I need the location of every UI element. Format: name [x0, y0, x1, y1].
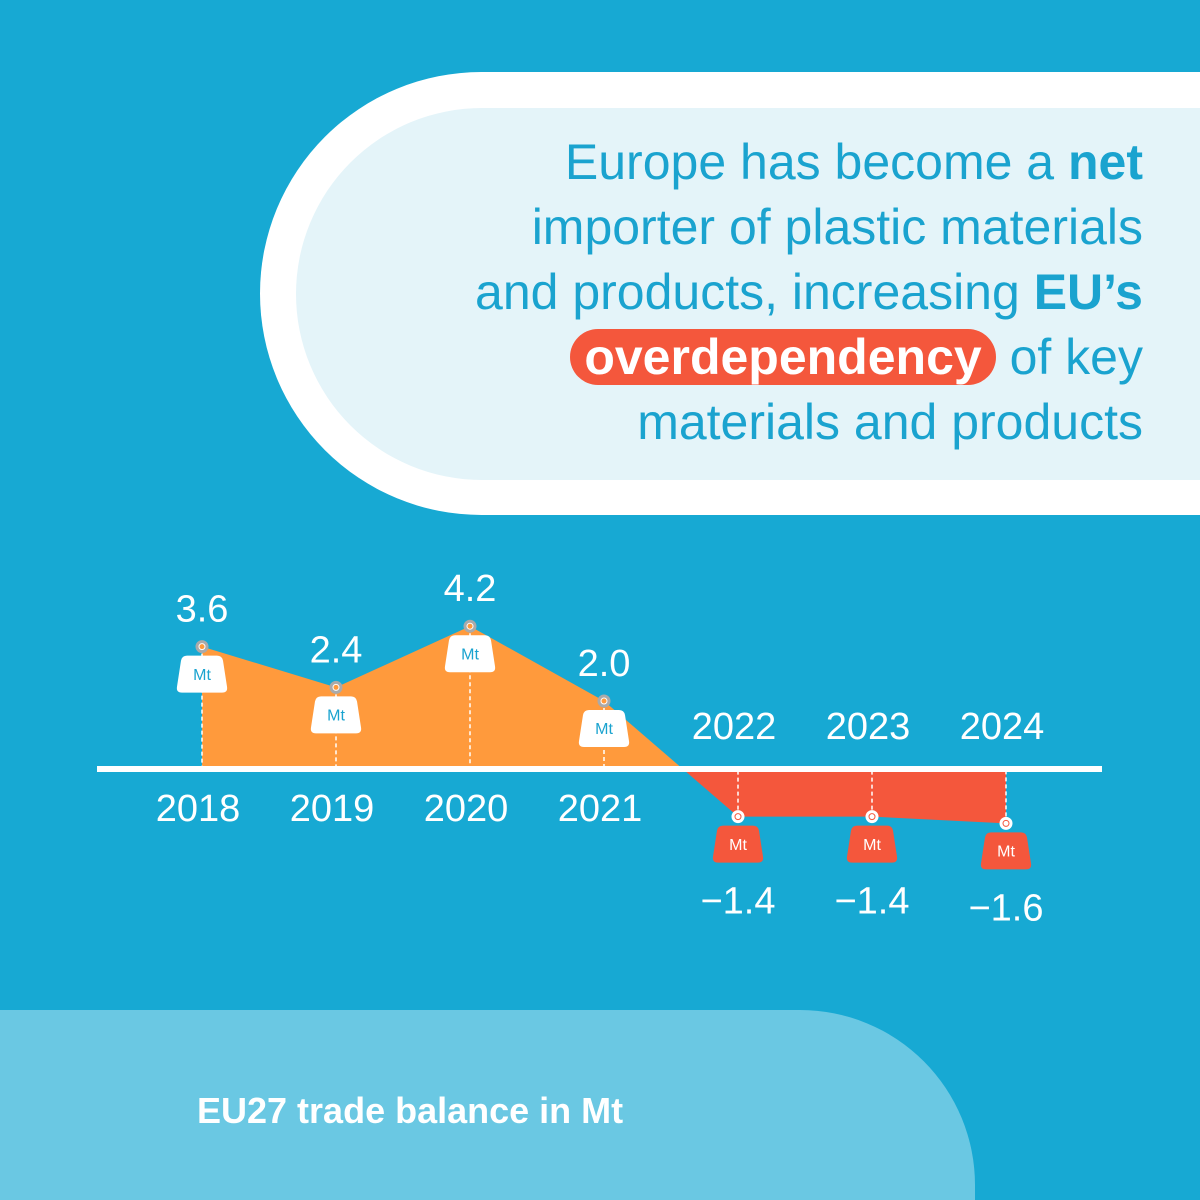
weight-body	[846, 825, 898, 863]
weight-body	[578, 710, 630, 747]
category-label: 2019	[290, 788, 375, 830]
weight-icon: Mt	[578, 694, 630, 747]
weight-unit: Mt	[729, 837, 747, 854]
headline-line: importer of plastic materials	[243, 195, 1143, 260]
caption: EU27 trade balance in Mt	[197, 1090, 624, 1131]
weight-dot	[1003, 820, 1009, 826]
weight-dot	[735, 814, 741, 820]
category-label: 2021	[558, 788, 643, 830]
weight-dot	[601, 698, 607, 704]
headline-text: overdependency	[570, 329, 996, 385]
weight-body	[444, 635, 496, 673]
headline-text: EU’s	[1033, 264, 1143, 320]
headline-line: materials and products	[243, 390, 1143, 455]
value-label: 2.4	[310, 629, 363, 671]
weight-icon: Mt	[176, 640, 228, 693]
weight-dot	[333, 684, 339, 690]
weight-icon: Mt	[980, 816, 1032, 870]
weight-unit: Mt	[327, 708, 345, 725]
weight-icon: Mt	[310, 680, 362, 734]
weight-body	[310, 696, 362, 734]
category-label: 2018	[156, 788, 241, 830]
weight-unit: Mt	[997, 844, 1015, 861]
value-label: −1.4	[700, 881, 775, 923]
headline-text: importer of plastic materials	[531, 199, 1143, 255]
headline-text: net	[1068, 134, 1143, 190]
headline-text: of key	[995, 329, 1143, 385]
category-label: 2020	[424, 788, 509, 830]
category-label: 2024	[960, 706, 1045, 748]
category-label: 2022	[692, 706, 777, 748]
category-label: 2023	[826, 706, 911, 748]
headline-text: and products, increasing	[475, 264, 1034, 320]
weight-body	[712, 825, 764, 863]
headline-text: materials and products	[637, 394, 1143, 450]
weight-unit: Mt	[595, 721, 613, 738]
headline-line: overdependency of key	[243, 325, 1143, 390]
value-label: −1.4	[834, 881, 909, 923]
value-label: −1.6	[968, 887, 1043, 929]
weight-icon: Mt	[846, 810, 898, 863]
weight-unit: Mt	[193, 667, 211, 684]
weight-dot	[869, 814, 875, 820]
caption-panel	[0, 1010, 975, 1200]
headline-card-inner	[296, 108, 1200, 480]
value-label: 4.2	[444, 568, 497, 610]
headline: Europe has become a net importer of plast…	[243, 130, 1143, 455]
negative-area	[682, 769, 1006, 824]
weight-dot	[199, 644, 205, 650]
weight-body	[980, 832, 1032, 870]
weight-unit: Mt	[863, 837, 881, 854]
headline-line: and products, increasing EU’s	[243, 260, 1143, 325]
weight-icon: Mt	[712, 810, 764, 863]
value-label: 3.6	[176, 589, 229, 631]
value-label: 2.0	[578, 643, 631, 685]
headline-text: Europe has become a	[564, 134, 1068, 190]
weight-dot	[467, 623, 473, 629]
weight-body	[176, 655, 228, 693]
weight-unit: Mt	[461, 646, 479, 663]
headline-line: Europe has become a net	[243, 130, 1143, 195]
weight-icon: Mt	[444, 619, 496, 673]
